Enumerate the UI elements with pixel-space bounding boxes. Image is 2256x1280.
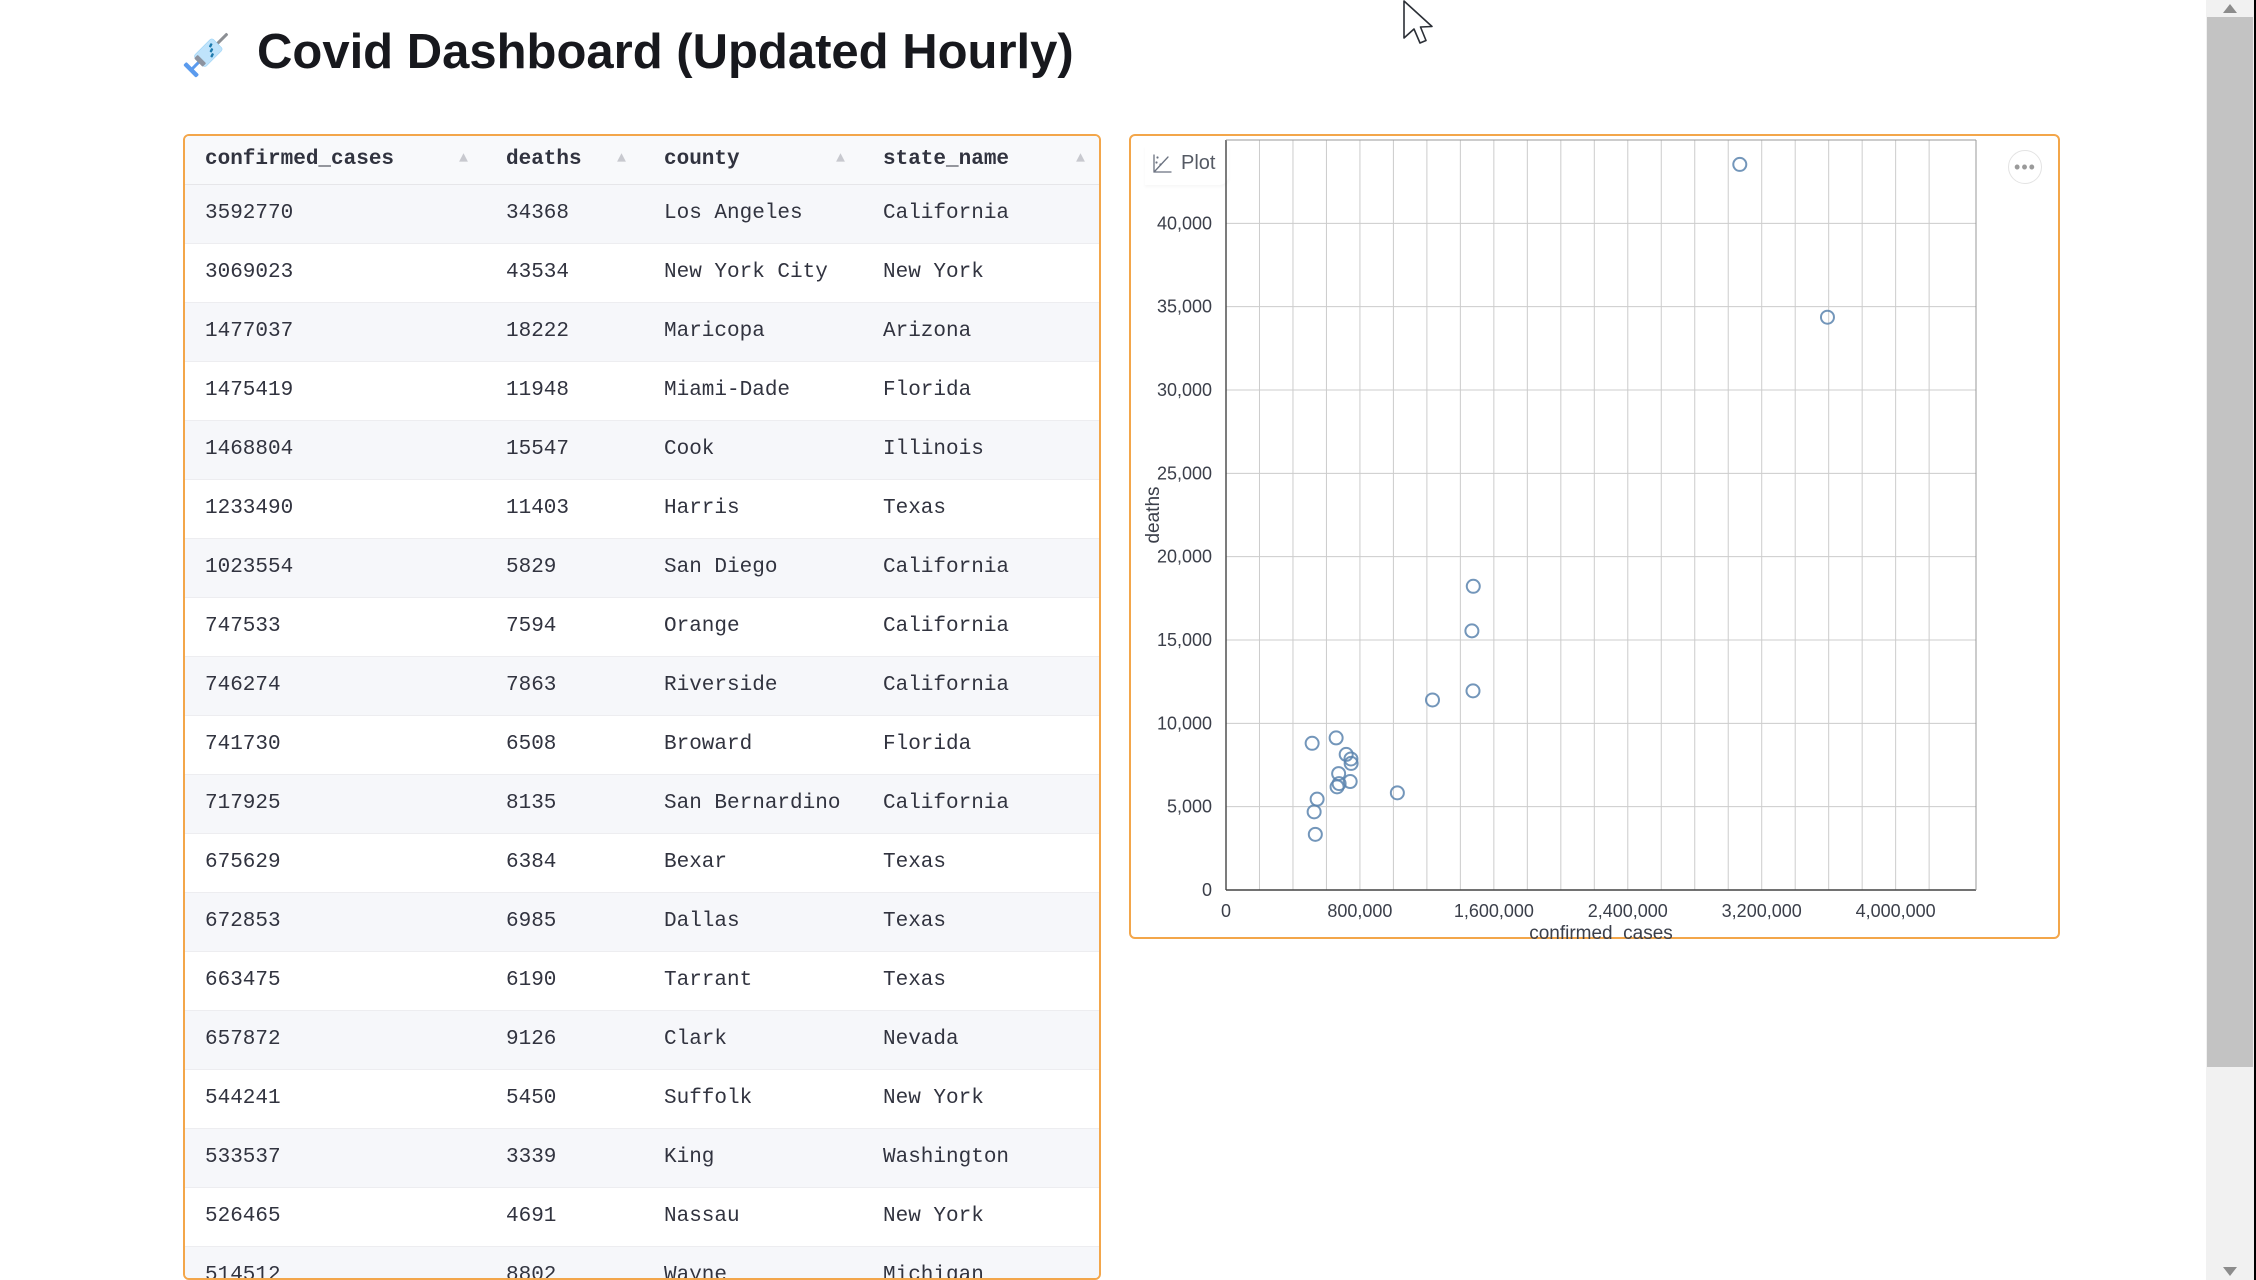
svg-text:25,000: 25,000 (1157, 463, 1212, 483)
svg-text:10,000: 10,000 (1157, 713, 1212, 733)
svg-text:35,000: 35,000 (1157, 297, 1212, 317)
svg-text:2,400,000: 2,400,000 (1588, 901, 1668, 921)
svg-text:800,000: 800,000 (1327, 901, 1392, 921)
svg-text:0: 0 (1202, 880, 1212, 900)
svg-text:3,200,000: 3,200,000 (1722, 901, 1802, 921)
svg-text:1,600,000: 1,600,000 (1454, 901, 1534, 921)
svg-text:30,000: 30,000 (1157, 380, 1212, 400)
svg-text:40,000: 40,000 (1157, 213, 1212, 233)
svg-text:15,000: 15,000 (1157, 630, 1212, 650)
svg-text:confirmed_cases: confirmed_cases (1529, 923, 1673, 941)
svg-text:20,000: 20,000 (1157, 547, 1212, 567)
svg-text:0: 0 (1221, 901, 1231, 921)
svg-text:4,000,000: 4,000,000 (1856, 901, 1936, 921)
svg-text:5,000: 5,000 (1167, 797, 1212, 817)
svg-text:deaths: deaths (1143, 486, 1164, 543)
